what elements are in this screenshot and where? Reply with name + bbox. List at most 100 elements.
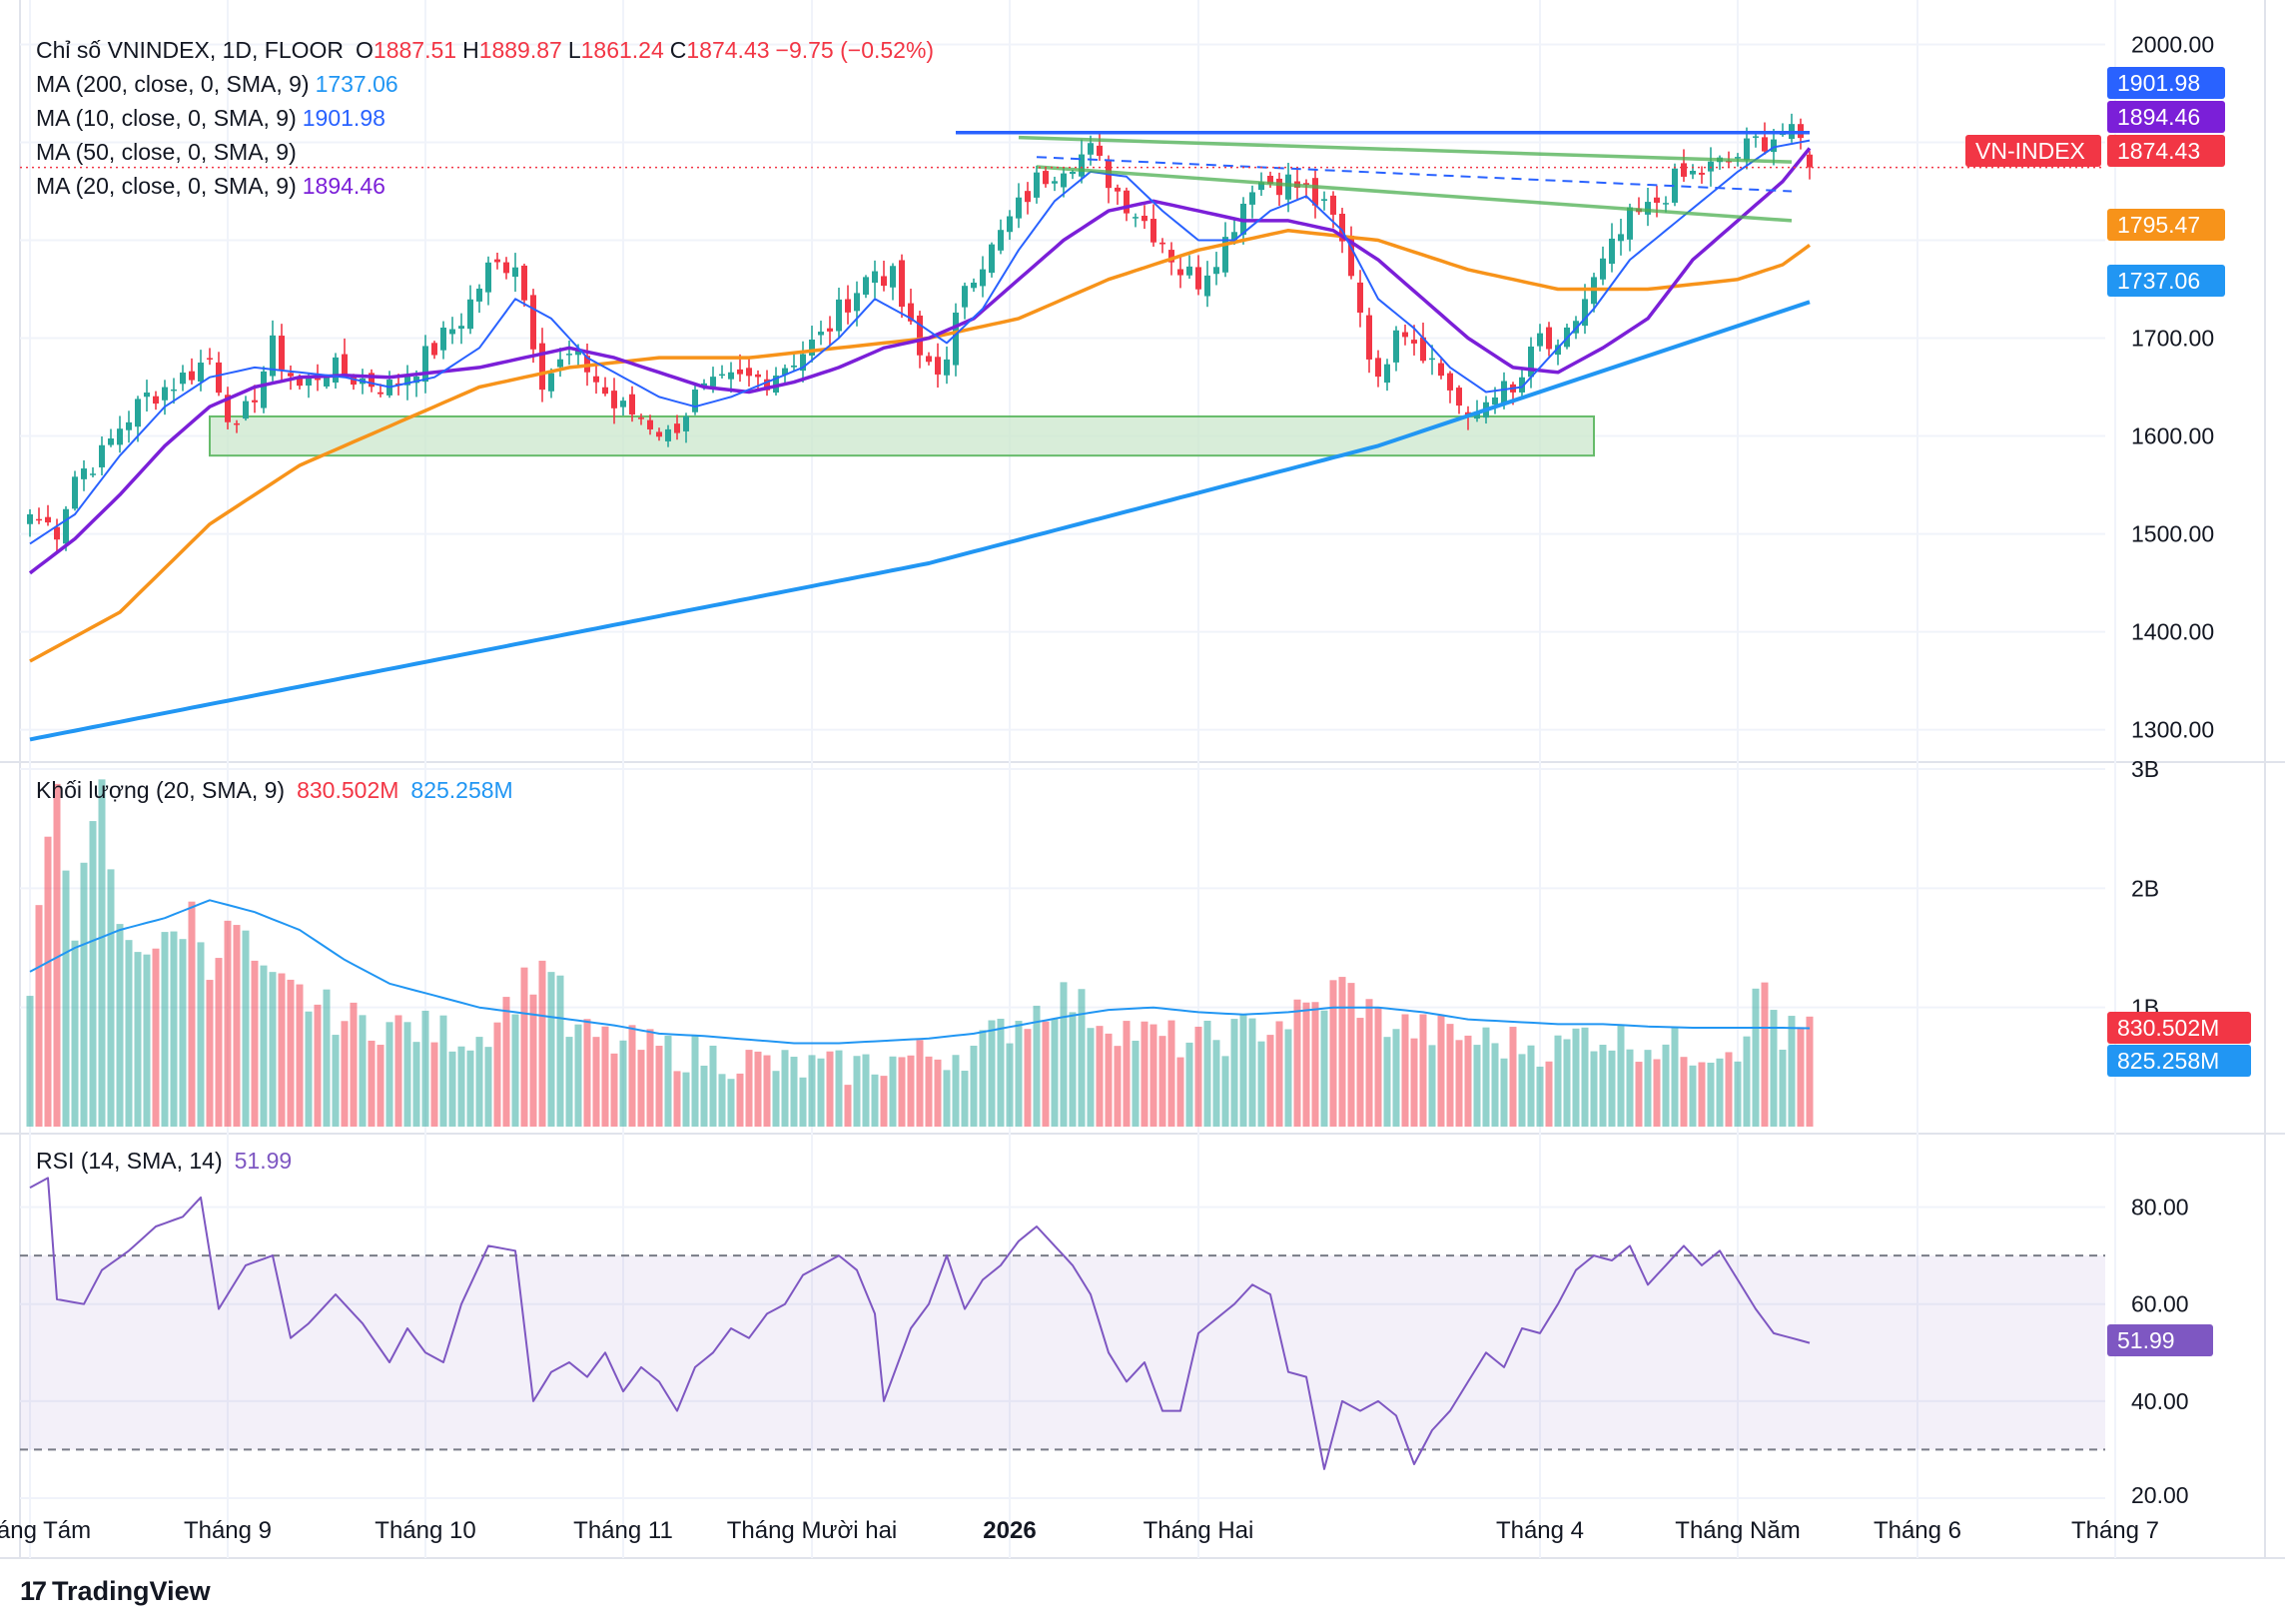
volume-bar [1221,1056,1229,1127]
volume-bar [664,1036,672,1127]
volume-bar [1096,1026,1104,1127]
candle-body [180,373,186,385]
volume-bar [907,1055,915,1127]
volume-bar [1248,1018,1256,1127]
time-tick-label: Tháng 6 [1874,1517,1961,1544]
volume-bar [1383,1037,1391,1127]
candle-body [944,359,950,376]
candle-body [135,399,141,427]
candle-body [809,339,815,357]
candle-body [890,266,896,288]
ma50-legend[interactable]: MA (50, close, 0, SMA, 9) [36,141,303,164]
candle-body [692,390,698,412]
open-value: 1887.51 [373,37,457,63]
tradingview-logo-icon: 17 [20,1576,47,1606]
volume-bar [1293,999,1301,1127]
volume-bar [359,1015,367,1127]
ma20-legend[interactable]: MA (20, close, 0, SMA, 9) 1894.46 [36,175,391,198]
candle-body [548,373,554,392]
candle-body [1142,215,1147,222]
volume-bar [655,1046,663,1127]
volume-bar [1132,1041,1140,1127]
volume-value2: 825.258M [410,777,513,803]
candle-body [369,373,375,388]
volume-bar [763,1055,771,1127]
tradingview-logo[interactable]: 17 TradingView [20,1576,211,1607]
symbol-title: Chỉ số VNINDEX, 1D, FLOOR [36,37,345,63]
candle-body [1771,139,1777,153]
price-tick-label: 1500.00 [2131,521,2214,547]
candle-body [1034,172,1040,198]
candle-body [1384,364,1390,384]
volume-bar [125,940,133,1127]
candle-body [827,328,833,332]
volume-bar [71,940,79,1127]
volume-bar [1599,1045,1607,1127]
candle-body [1348,235,1354,277]
candle-body [1043,171,1049,185]
candle-body [575,350,581,356]
volume-bar [1554,1035,1562,1127]
volume-bar [1338,977,1346,1127]
volume-bar [1329,980,1337,1127]
candle-body [539,343,545,391]
ma10-legend[interactable]: MA (10, close, 0, SMA, 9) 1901.98 [36,107,391,130]
volume-bar [161,932,169,1127]
volume-bar [1662,1044,1670,1127]
rsi-legend[interactable]: RSI (14, SMA, 14) 51.99 [36,1150,298,1173]
volume-bar [278,973,286,1127]
ma10-badge: 1901.98 [2107,67,2225,99]
open-label: O [356,37,374,63]
volume-bar [511,1014,519,1127]
candle-body [1537,333,1543,347]
volume1-badge: 830.502M [2107,1012,2251,1044]
volume-bar [197,942,205,1127]
volume-bar [961,1071,969,1127]
candle-body [629,394,635,415]
time-tick-label: Tháng 10 [375,1517,475,1544]
volume-bar [898,1057,906,1127]
volume-bar [520,967,528,1127]
volume-bar [107,869,115,1127]
candle-body [467,299,473,330]
price-tick-label: 1300.00 [2131,717,2214,743]
volume-bar [1230,1019,1238,1127]
trendlines [20,130,2105,223]
ma20-badge: 1894.46 [2107,101,2225,133]
candle-body [1312,178,1318,206]
candle-body [611,391,617,408]
volume-bar [601,1026,609,1127]
last-price-badge: 1874.43 [2107,135,2225,167]
volume-bar [80,862,88,1127]
candle-body [935,357,941,375]
candle-body [1753,136,1759,138]
volume-bar [997,1018,1005,1127]
candle-body [1231,232,1237,243]
volume-bar [1779,1049,1787,1127]
volume-bar [1491,1043,1499,1127]
volume-bar [754,1051,762,1127]
symbol-legend: Chỉ số VNINDEX, 1D, FLOOR O1887.51 H1889.8… [36,39,940,62]
volume-bar [853,1056,861,1127]
candle-body [908,303,914,322]
volume-bar [385,1022,393,1127]
candle-body [342,354,348,376]
candle-body [440,328,446,351]
volume-bar [1401,1014,1409,1127]
volume-tick-label: 3B [2131,756,2159,782]
volume-bar [1473,1045,1481,1127]
candle-body [1124,190,1130,214]
candle-body [1699,172,1705,175]
volume-legend[interactable]: Khối lượng (20, SMA, 9) 830.502M 825.258M [36,779,519,802]
ma200-legend[interactable]: MA (200, close, 0, SMA, 9) 1737.06 [36,73,404,96]
volume-bar [1590,1051,1598,1127]
volume-bar [269,972,277,1127]
candle-body [1411,340,1417,344]
trendline-channel-top [1018,135,1793,164]
candle-body [1321,199,1327,201]
volume-tick-label: 2B [2131,875,2159,901]
time-tick-label: Tháng Năm [1675,1517,1800,1544]
volume-bar [889,1056,897,1127]
ma50-label: MA (50, close, 0, SMA, 9) [36,139,297,165]
